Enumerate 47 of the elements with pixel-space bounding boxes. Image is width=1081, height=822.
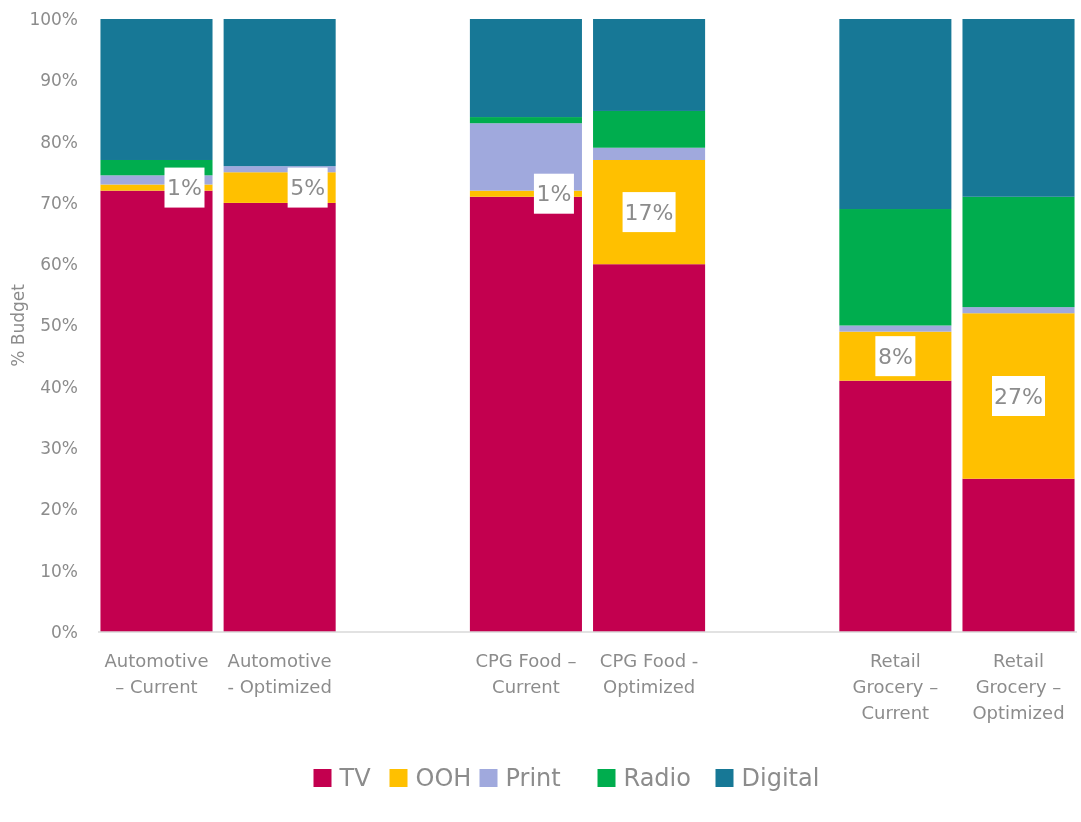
bar [100,19,213,160]
bar [593,19,706,111]
data-label: 5% [290,175,326,201]
legend-label: Digital [741,764,820,793]
x-tick-label: Retail Grocery – Optimized [972,650,1065,723]
y-tick-label: 50% [40,315,78,336]
bar [962,313,1075,479]
y-tick-label: 70% [40,192,78,213]
bar [839,380,952,632]
y-axis-title: % Budget [8,283,28,367]
x-tick-label: Automotive - Optimized [227,650,332,697]
data-label: 17% [624,199,674,225]
bar [469,117,582,124]
bar [593,264,706,632]
x-tick-label: Automotive – Current [104,650,209,697]
y-tick-label: 40% [40,376,78,397]
x-tick-label: Retail Grocery – Current [852,650,939,723]
legend-label: OOH [415,764,472,793]
x-tick-label: CPG Food – Current [475,650,577,697]
bar [839,325,952,332]
bar [839,19,952,210]
legend-label: Radio [623,764,691,793]
bar [962,196,1075,308]
data-label: 1% [536,181,572,207]
y-tick-label: 0% [51,621,78,642]
bar [593,147,706,160]
bar [223,19,336,167]
bar [962,478,1075,632]
y-tick-label: 60% [40,254,78,275]
bar [839,209,952,326]
bar [469,19,582,118]
y-tick-label: 90% [40,70,78,91]
bar [593,110,706,148]
y-tick-label: 80% [40,131,78,152]
x-tick-label: CPG Food - Optimized [599,650,699,697]
y-tick-label: 10% [40,560,78,581]
y-tick-label: 30% [40,438,78,459]
bar [962,307,1075,314]
legend-label: TV [338,764,372,793]
y-tick-label: 20% [40,499,78,520]
data-label: 1% [167,175,202,201]
bar [962,19,1075,197]
data-label: 27% [994,383,1043,409]
data-label: 8% [877,343,913,369]
bar [223,202,336,632]
legend-label: Print [505,764,561,793]
y-tick-label: 100% [29,8,78,29]
